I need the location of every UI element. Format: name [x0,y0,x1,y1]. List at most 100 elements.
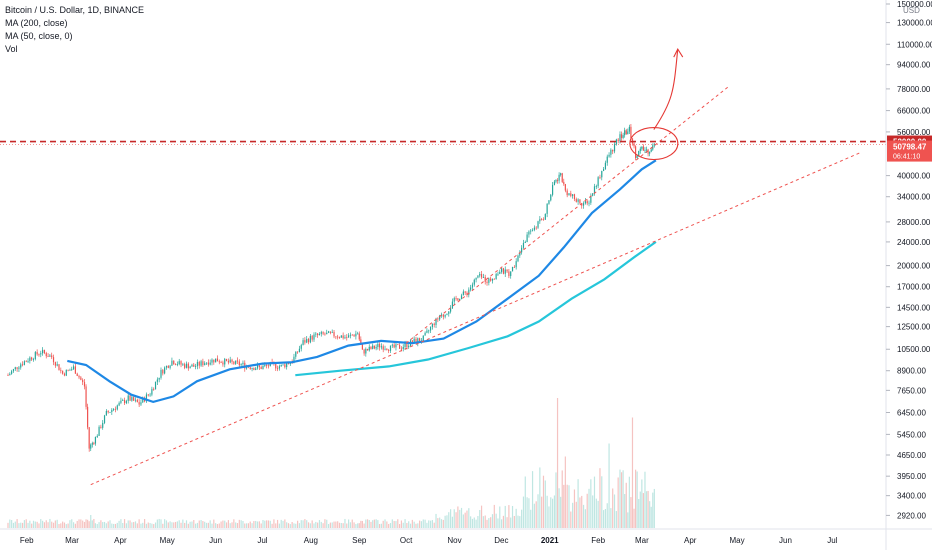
legend-ma200[interactable]: MA (200, close) [5,18,68,28]
volume-bar [40,519,42,528]
volume-bar [324,519,326,528]
candle-body [542,219,545,221]
candle-body [251,367,253,369]
volume-bar [573,489,576,528]
volume-bar [205,522,208,528]
volume-bar [164,519,166,528]
candle-body [49,355,51,357]
volume-bar [111,523,113,528]
volume-bar [579,497,581,528]
candle-body [133,397,135,401]
volume-bar [433,522,435,528]
candle-body [357,333,359,335]
candle-body [125,400,127,404]
volume-bar [191,521,193,528]
volume-bar [590,479,592,528]
candle-body [399,344,401,349]
candle-body [630,126,632,139]
candle-body [546,203,548,214]
volume-bar [27,522,29,528]
volume-bar [244,523,246,528]
circle-annotation [629,126,679,161]
candle-body [233,361,235,364]
volume-bar [80,519,82,528]
volume-bar [566,484,568,528]
volume-bar [176,521,178,528]
volume-bar [98,522,100,528]
legend-vol[interactable]: Vol [5,44,18,54]
volume-bar [138,519,140,528]
volume-bar [627,512,629,528]
candle-body [213,359,215,363]
volume-bar [100,520,102,528]
volume-bar [42,520,44,528]
candle-body [524,241,526,243]
candle-body [530,230,532,232]
volume-bar [88,521,90,528]
legend-ma50[interactable]: MA (50, close, 0) [5,31,73,41]
volume-bar [9,519,11,528]
candle-body [550,194,552,201]
volume-bar [262,519,264,528]
candle-body [100,426,102,428]
y-tick-label: 150000.00 [897,0,932,9]
volume-bar [386,521,388,528]
candle-body [480,274,483,278]
volume-bar [216,523,219,528]
x-tick: May [730,536,745,545]
candle-body [464,291,466,293]
volume-bar [225,522,228,528]
candle-body [120,400,122,403]
legend-symbol[interactable]: Bitcoin / U.S. Dollar, 1D, BINANCE [5,5,145,15]
volume-bar [329,522,331,528]
volume-bar [388,523,390,528]
volume-bar [129,520,131,528]
candle-body [240,364,242,366]
candle-body [56,364,58,366]
volume-bar [551,498,554,528]
candle-body [82,379,84,383]
candle-body [566,190,568,196]
candle-body [311,335,313,340]
volume-bar [198,520,200,528]
x-tick-label: May [160,536,175,545]
volume-bar [366,519,369,528]
candle-body [344,337,346,339]
candle-body [193,364,195,367]
candle-body [180,361,182,365]
volume-bar [553,495,556,528]
candle-body [158,377,160,380]
volume-bar [556,398,559,528]
candle-body [613,144,616,152]
candle-body [439,315,441,320]
volume-bar [368,520,370,528]
y-tick: 130000.00 [886,19,932,28]
volume-bar [610,508,612,528]
candle-body [519,252,521,256]
candle-body [255,368,257,370]
volume-bar [162,523,164,528]
candle-body [360,339,362,345]
candle-body [572,194,574,196]
candle-body [195,366,197,367]
candle-body [309,335,311,343]
candle-body [256,365,259,369]
volume-bar [11,520,13,528]
candle-body [98,426,100,436]
candle-body [9,373,11,376]
volume-bar [645,491,648,528]
candle-body [358,333,360,340]
y-tick-label: 110000.00 [897,40,932,49]
candle-body [393,344,395,348]
volume-bar [344,518,346,528]
volume-bar [204,521,206,528]
volume-bar [484,515,486,528]
candle-body [506,269,508,272]
candle-body [102,422,104,428]
candle-body [111,409,113,413]
volume-bar [360,520,362,528]
volume-bar [604,508,607,528]
candle-body [599,177,601,179]
volume-bar [322,523,324,528]
